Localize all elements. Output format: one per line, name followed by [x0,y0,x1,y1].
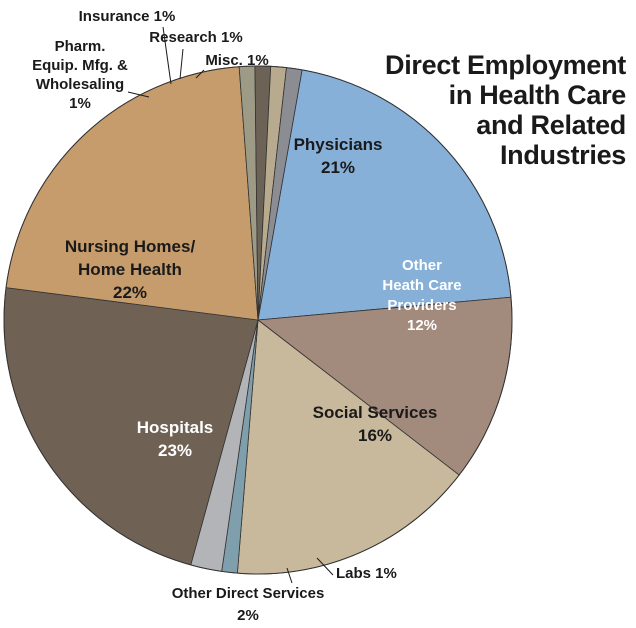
slice-label-line: Misc. 1% [205,52,268,69]
slice-label-line: Social Services [313,403,438,422]
slice-label-line: Wholesaling [36,76,124,93]
leader-line-other-direct-services [286,567,293,584]
slice-label-pharm-equip-mfg-wholesaling: Pharm. Equip. Mfg. & Wholesaling 1% [32,38,128,112]
chart-title-line-3: and Related [476,110,626,140]
leader-line-research [179,48,184,80]
slice-label-line: Pharm. [55,38,106,55]
slice-label-line: 22% [113,283,147,302]
slice-label-misc: Misc. 1% [205,52,268,69]
slice-label-other-direct-services: Other Direct Services 2% [172,585,325,623]
slice-label-line: 21% [321,158,355,177]
slice-label-labs: Labs 1% [336,565,397,582]
slice-label-hospitals: Hospitals 23% [137,418,214,460]
chart-title-line-2: in Health Care [448,80,627,110]
slice-label-line: 2% [237,607,259,623]
chart-title-line-4: Industries [499,140,626,170]
slice-label-line: 1% [69,95,91,112]
leader-line-misc [195,69,205,79]
slice-label-line: Nursing Homes/ [65,237,196,256]
pie-outline [3,65,513,575]
slice-label-line: Hospitals [137,418,214,437]
chart-title: Direct Employment in Health Care and Rel… [326,50,626,170]
slice-label-research: Research 1% [149,29,242,46]
slice-label-other-heath-care-providers: Other Heath Care Providers 12% [382,257,461,334]
leader-line-labs [316,557,334,576]
slice-label-insurance: Insurance 1% [79,8,176,25]
slice-label-line: Home Health [78,260,182,279]
slice-label-line: 12% [407,317,437,334]
slice-label-line: Providers [387,297,456,314]
slice-label-line: Labs 1% [336,565,397,582]
slice-label-physicians: Physicians 21% [294,135,383,177]
leader-line-pharm-equip-mfg-wholesaling [127,91,150,98]
slice-label-line: Physicians [294,135,383,154]
slice-label-line: Heath Care [382,277,461,294]
slice-label-line: Other [402,257,442,274]
slice-label-line: 16% [358,426,392,445]
pie-slice-nursing-homes-home-health [5,66,259,321]
slice-label-line: 23% [158,441,192,460]
slice-label-line: Equip. Mfg. & [32,57,128,74]
chart-title-line-1: Direct Employment [385,50,626,80]
slice-label-nursing-homes-home-health: Nursing Homes/Home Health 22% [65,237,196,302]
leader-line-insurance [162,26,172,85]
slice-label-line: Insurance 1% [79,8,176,25]
slice-label-line: Other Direct Services [172,585,325,602]
slice-label-social-services: Social Services 16% [313,403,438,445]
slice-label-line: Research 1% [149,29,242,46]
